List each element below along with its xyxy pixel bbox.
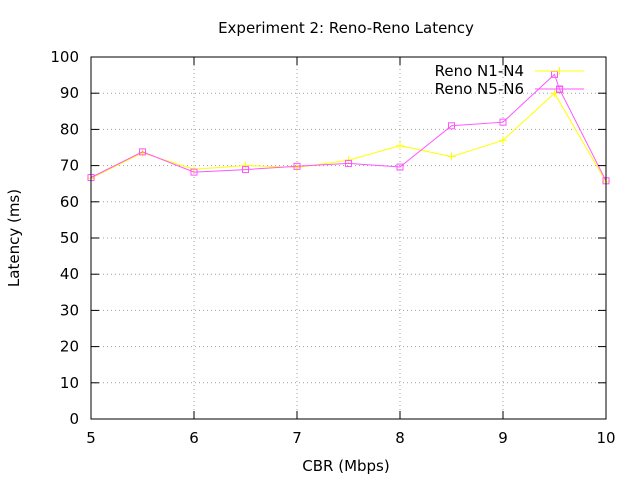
axis-ticks: 0 10 20 30 40 50 60 70 80 90 100 5 6 7 8 9 10 [50, 48, 615, 447]
y-tick-label: 100 [50, 48, 79, 66]
y-tick-label: 50 [60, 229, 79, 247]
series-2-point [396, 163, 404, 171]
y-tick-label: 40 [60, 265, 79, 283]
legend-marker-2 [556, 85, 563, 93]
chart-title: Experiment 2: Reno-Reno Latency [218, 19, 474, 37]
y-axis-label: Latency (ms) [5, 189, 23, 287]
y-tick-label: 90 [60, 84, 79, 102]
legend-marker-1 [555, 67, 564, 75]
x-tick-label: 10 [596, 429, 615, 447]
y-tick-label: 0 [69, 410, 79, 428]
y-tick-label: 70 [60, 157, 79, 175]
series-1-point [499, 136, 507, 145]
series-1-point [550, 89, 559, 98]
series-1-point [447, 152, 456, 161]
x-tick-label: 6 [189, 429, 199, 447]
x-tick-label: 9 [498, 429, 508, 447]
x-axis-label: CBR (Mbps) [302, 457, 389, 475]
series-2-line [90, 73, 607, 182]
plot-frame [90, 56, 607, 420]
y-tick-label: 60 [60, 193, 79, 211]
series-2-point [293, 162, 301, 170]
series-2-point [448, 122, 455, 130]
series-2-point [242, 166, 249, 174]
y-tick-label: 30 [60, 301, 79, 319]
x-tick-label: 8 [395, 429, 405, 447]
legend-label-n5-n6: Reno N5-N6 [435, 80, 524, 98]
series-2-point [499, 118, 507, 126]
x-tick-label: 5 [86, 429, 96, 447]
series-2-point [345, 159, 352, 167]
grid [91, 57, 606, 419]
series-1-point [241, 161, 250, 170]
series-2-point [139, 148, 146, 156]
legend: Reno N1-N4 Reno N5-N6 [435, 62, 584, 98]
y-tick-label: 80 [60, 120, 79, 138]
x-tick-label: 7 [292, 429, 302, 447]
series-2-point [190, 168, 198, 176]
legend-label-n1-n4: Reno N1-N4 [435, 62, 524, 80]
series-1-line [90, 92, 607, 183]
series-1-point [396, 141, 404, 150]
y-tick-label: 20 [60, 338, 79, 356]
y-tick-label: 10 [60, 374, 79, 392]
series-layer [87, 70, 610, 186]
